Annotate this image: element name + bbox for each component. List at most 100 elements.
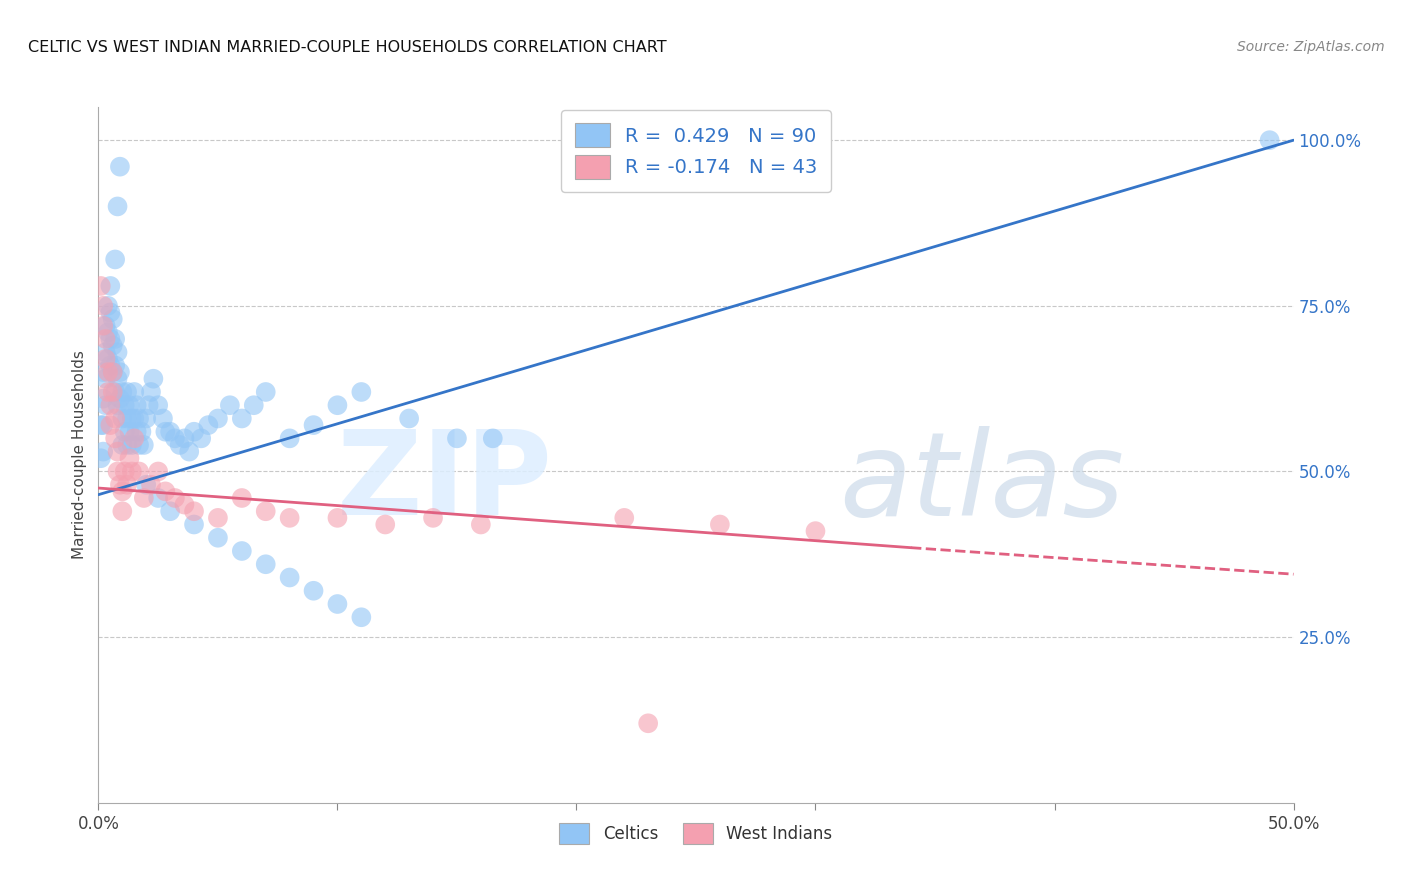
Point (101, 365, 124, 379)
Point (148, 398, 170, 412)
Point (422, 511, 444, 525)
Point (637, 716, 659, 731)
Point (302, 583, 325, 598)
Point (108, 392, 131, 406)
Point (91, 444, 114, 458)
Point (302, 418, 325, 433)
Point (326, 511, 349, 525)
Point (278, 431, 301, 445)
Point (254, 384, 277, 399)
Point (326, 597, 349, 611)
Point (91, 365, 114, 379)
Legend: Celtics, West Indians: Celtics, West Indians (546, 810, 846, 857)
Point (114, 398, 136, 412)
Point (115, 411, 138, 425)
Point (104, 252, 127, 267)
Point (104, 431, 127, 445)
Point (124, 431, 146, 445)
Point (135, 477, 157, 491)
Point (90, 451, 112, 466)
Point (148, 491, 170, 505)
Point (107, 345, 129, 359)
Point (124, 411, 146, 425)
Point (132, 438, 155, 452)
Text: CELTIC VS WEST INDIAN MARRIED-COUPLE HOUSEHOLDS CORRELATION CHART: CELTIC VS WEST INDIAN MARRIED-COUPLE HOU… (28, 40, 666, 55)
Point (278, 570, 301, 584)
Point (101, 312, 124, 326)
Point (231, 544, 253, 558)
Point (97, 326, 120, 340)
Point (173, 498, 195, 512)
Point (128, 465, 150, 479)
Point (94, 332, 117, 346)
Point (94, 372, 117, 386)
Point (374, 517, 396, 532)
Point (254, 504, 277, 518)
Point (94, 318, 117, 333)
Point (108, 477, 131, 491)
Point (183, 504, 205, 518)
Point (98, 359, 122, 373)
Point (111, 384, 134, 399)
Point (91, 392, 114, 406)
Point (94, 351, 117, 366)
Point (231, 491, 253, 505)
Point (107, 398, 129, 412)
Point (98, 418, 122, 433)
Point (152, 411, 174, 425)
Point (1258, 133, 1281, 147)
Point (107, 199, 129, 213)
Point (111, 411, 134, 425)
Y-axis label: Married-couple Households: Married-couple Households (72, 351, 87, 559)
Point (350, 384, 373, 399)
Point (613, 511, 636, 525)
Point (107, 465, 129, 479)
Point (97, 365, 120, 379)
Point (111, 484, 134, 499)
Point (104, 332, 127, 346)
Point (118, 398, 141, 412)
Point (91, 418, 114, 433)
Point (121, 465, 143, 479)
Point (142, 372, 165, 386)
Point (128, 411, 150, 425)
Point (173, 431, 195, 445)
Point (98, 332, 122, 346)
Point (114, 425, 136, 439)
Point (108, 365, 131, 379)
Point (94, 345, 117, 359)
Point (207, 511, 229, 525)
Text: atlas: atlas (839, 425, 1125, 540)
Point (98, 398, 122, 412)
Point (470, 517, 492, 532)
Point (132, 491, 155, 505)
Point (254, 558, 277, 572)
Point (139, 477, 162, 491)
Point (139, 384, 162, 399)
Point (231, 411, 253, 425)
Point (115, 477, 138, 491)
Point (207, 411, 229, 425)
Point (131, 425, 153, 439)
Point (169, 438, 191, 452)
Point (94, 398, 117, 412)
Point (101, 338, 124, 352)
Point (219, 398, 242, 412)
Point (278, 511, 301, 525)
Point (98, 305, 122, 319)
Point (350, 610, 373, 624)
Point (115, 438, 138, 452)
Point (91, 318, 114, 333)
Point (125, 398, 148, 412)
Point (107, 372, 129, 386)
Point (243, 398, 266, 412)
Text: ZIP: ZIP (336, 425, 553, 541)
Point (183, 425, 205, 439)
Point (114, 465, 136, 479)
Point (163, 431, 186, 445)
Point (481, 431, 505, 445)
Point (111, 438, 134, 452)
Point (326, 398, 349, 412)
Point (155, 425, 177, 439)
Point (135, 411, 157, 425)
